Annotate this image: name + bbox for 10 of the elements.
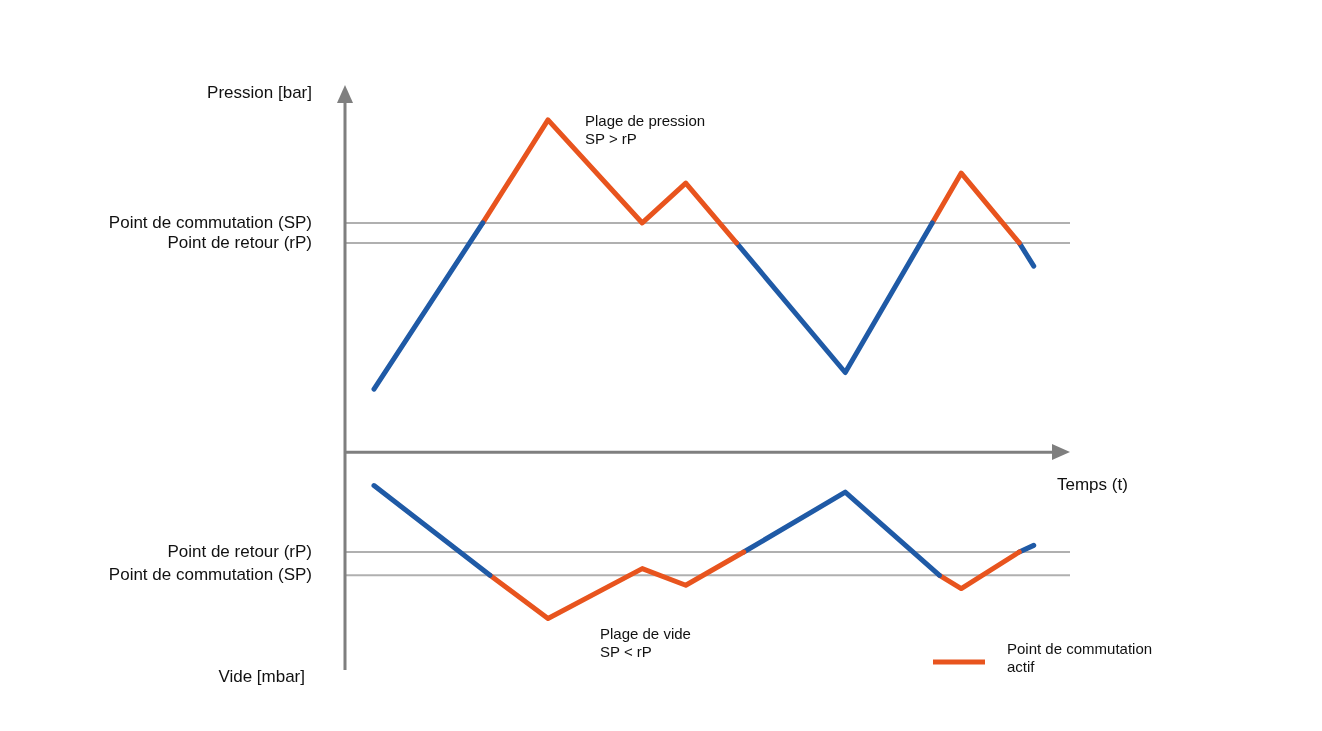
ref-line-label: Point de commutation (SP) (108, 564, 312, 584)
y-axis-title: Pression [bar] (207, 82, 312, 102)
text: Plage de vide SP < rP (600, 625, 691, 661)
annotation: Plage de pression SP > rP (585, 112, 706, 148)
ref-line-label: Point de commutation (SP) (108, 212, 312, 232)
ref-line-label: Point de retour (rP) (167, 232, 312, 252)
x-axis-title: Temps (t) (1057, 474, 1128, 494)
legend-label: Point de commutation actif (1007, 640, 1153, 676)
ref-line-label: Point de retour (rP) (167, 541, 312, 561)
text: Vide [mbar] (218, 666, 305, 686)
